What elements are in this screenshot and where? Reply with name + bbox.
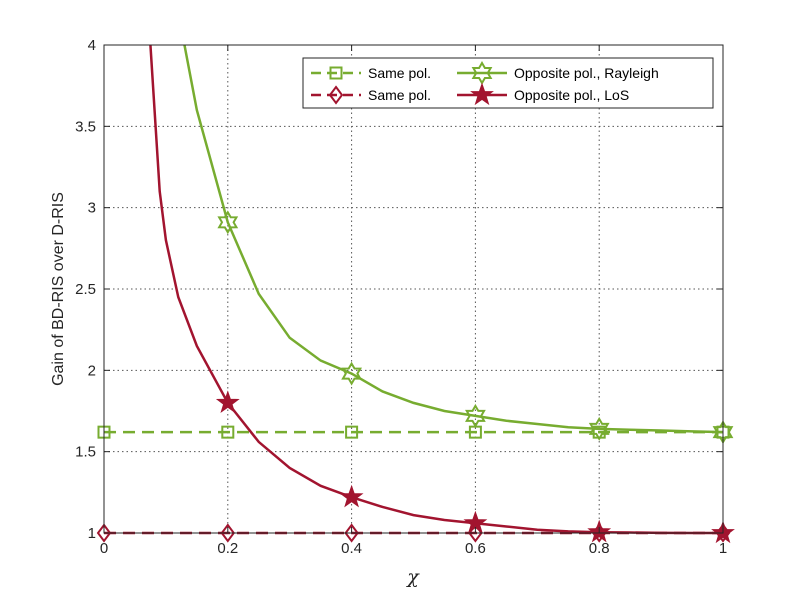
grid [104,45,723,533]
legend-marker [328,85,344,105]
y-tick-label: 1 [88,525,96,542]
plot-area [104,45,723,533]
data-point-2 [465,403,486,428]
x-tick-label: 1 [719,540,727,557]
x-tick-label: 0.8 [589,540,610,557]
legend-label: Same pol. [368,65,431,81]
y-tick-label: 1.5 [75,444,96,461]
y-tick-label: 3 [88,200,96,217]
y-tick-label: 3.5 [75,118,96,135]
data-point-3 [215,390,240,414]
y-axis-label: Gain of BD-RIS over D-RIS [50,192,67,386]
data-point-2 [217,210,239,235]
data-point-1 [344,523,359,543]
data-point-0 [345,425,359,439]
legend-label: Opposite pol., LoS [514,87,629,103]
y-tick-label: 4 [88,37,96,54]
data-point-2 [341,361,362,386]
y-tick-label: 2.5 [75,281,96,298]
legend: Same pol. Same pol. Opposite pol., Rayleig… [302,57,714,109]
legend-label: Opposite pol., Rayleigh [514,65,659,81]
legend-label: Same pol. [368,87,431,103]
data-point-3 [339,484,364,508]
x-axis-label: χ [405,566,420,588]
series-markers [96,210,735,544]
data-point-2 [588,416,610,441]
series-line-2 [183,44,724,434]
series-lines [104,44,724,535]
x-tick-label: 0.4 [341,540,362,557]
series-line-3 [149,44,723,535]
y-tick-label: 2 [88,362,96,379]
axis-ticks: 0 0.2 0.4 0.6 0.8 1 1 1.5 2 2.5 3 3.5 4 [75,37,727,557]
legend-marker [470,82,494,106]
x-tick-label: 0 [100,540,108,557]
data-point-1 [96,523,112,543]
data-point-0 [221,425,235,439]
x-tick-label: 0.2 [217,540,238,557]
legend-marker [329,66,343,80]
data-point-1 [220,523,236,543]
legend-box [302,57,714,109]
x-tick-label: 0.6 [465,540,486,557]
